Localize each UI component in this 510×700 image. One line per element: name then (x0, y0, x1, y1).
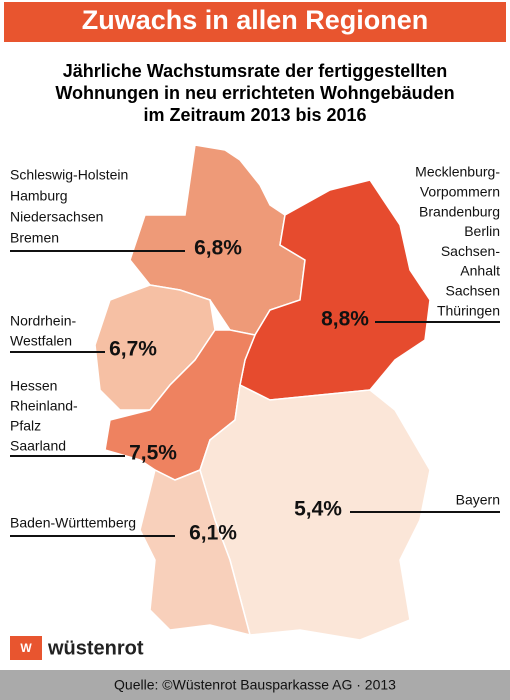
subtitle: im Zeitraum 2013 bis 2016 (143, 105, 366, 125)
state-label: Anhalt (460, 263, 500, 279)
state-label: Baden-Württemberg (10, 515, 136, 531)
state-label: Saarland (10, 438, 66, 454)
state-label: Hessen (10, 378, 57, 394)
growth-rate: 5,4% (294, 498, 342, 521)
state-label: Niedersachsen (10, 209, 103, 225)
growth-rate: 6,7% (109, 338, 157, 361)
state-label: Schleswig-Holstein (10, 167, 128, 183)
state-label: Nordrhein- (10, 313, 76, 329)
state-label: Bremen (10, 230, 59, 246)
state-label: Hamburg (10, 188, 68, 204)
logo-mark (10, 636, 42, 660)
title: Zuwachs in allen Regionen (82, 5, 429, 35)
region-bayern (199, 383, 431, 641)
state-label: Rheinland- (10, 398, 78, 414)
header-bar (4, 2, 506, 42)
region-bw (139, 468, 252, 637)
growth-rate: 6,8% (194, 237, 242, 260)
state-label: Vorpommern (420, 184, 500, 200)
growth-rate: 7,5% (129, 442, 177, 465)
source: Quelle: ©Wüstenrot Bausparkasse AG · 201… (114, 677, 396, 693)
growth-rate: 6,1% (189, 522, 237, 545)
logo: W wüstenrot (10, 636, 144, 660)
growth-rate: 8,8% (321, 308, 369, 331)
footer-bar (0, 670, 510, 700)
state-label: Sachsen (446, 283, 500, 299)
state-label: Westfalen (10, 333, 72, 349)
logo-icon: W (20, 641, 32, 655)
state-label: Pfalz (10, 418, 41, 434)
subtitle: Wohnungen in neu errichteten Wohngebäude… (55, 83, 454, 103)
state-label: Bayern (456, 492, 500, 508)
map (94, 144, 431, 641)
subtitle: Jährliche Wachstumsrate der fertiggestel… (63, 61, 447, 81)
logo-text: wüstenrot (47, 637, 144, 659)
state-label: Mecklenburg- (415, 164, 500, 180)
state-label: Berlin (464, 223, 500, 239)
state-label: Thüringen (437, 302, 500, 318)
state-label: Sachsen- (441, 243, 500, 259)
state-label: Brandenburg (419, 203, 500, 219)
